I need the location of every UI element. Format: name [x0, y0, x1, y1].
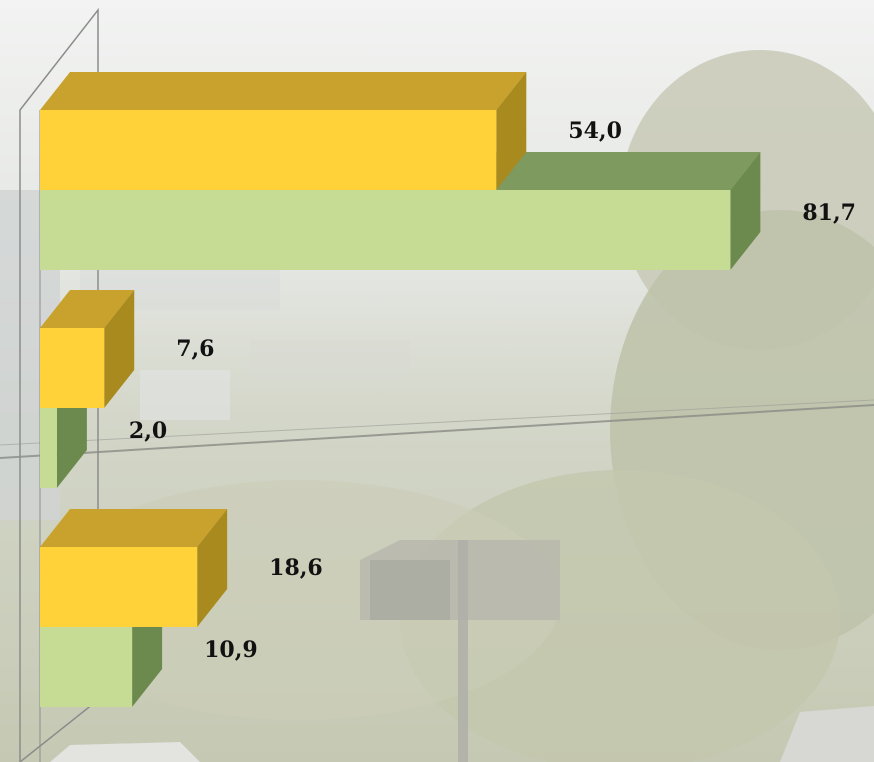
bar-1-group-2	[40, 290, 135, 408]
bar-top-face	[40, 509, 228, 547]
bar-top-face	[40, 290, 135, 328]
bar-side-face	[104, 290, 135, 408]
bar-1-group-1	[40, 72, 527, 190]
bar-side-face	[197, 509, 228, 627]
value-label-2-3: 10,9	[204, 637, 258, 663]
bar-side-face	[496, 72, 527, 190]
bar-front-face	[40, 547, 198, 627]
value-labels-group: 81,7 54,0 2,0 7,6 10,9 18,6	[129, 118, 856, 663]
bar-side-face	[730, 152, 761, 270]
bar-front-face	[40, 408, 57, 488]
bar-front-face	[40, 110, 497, 190]
bar-front-face	[40, 190, 731, 270]
value-label-1-2: 7,6	[176, 336, 214, 362]
bar-front-face	[40, 328, 105, 408]
bar-top-face	[40, 72, 527, 110]
bar-1-group-3	[40, 509, 228, 627]
value-label-1-3: 18,6	[269, 555, 323, 581]
value-label-2-2: 2,0	[129, 418, 167, 444]
bar-front-face	[40, 627, 133, 707]
value-label-1-1: 54,0	[568, 118, 622, 144]
bars-group	[40, 72, 761, 707]
value-label-2-1: 81,7	[802, 200, 856, 226]
